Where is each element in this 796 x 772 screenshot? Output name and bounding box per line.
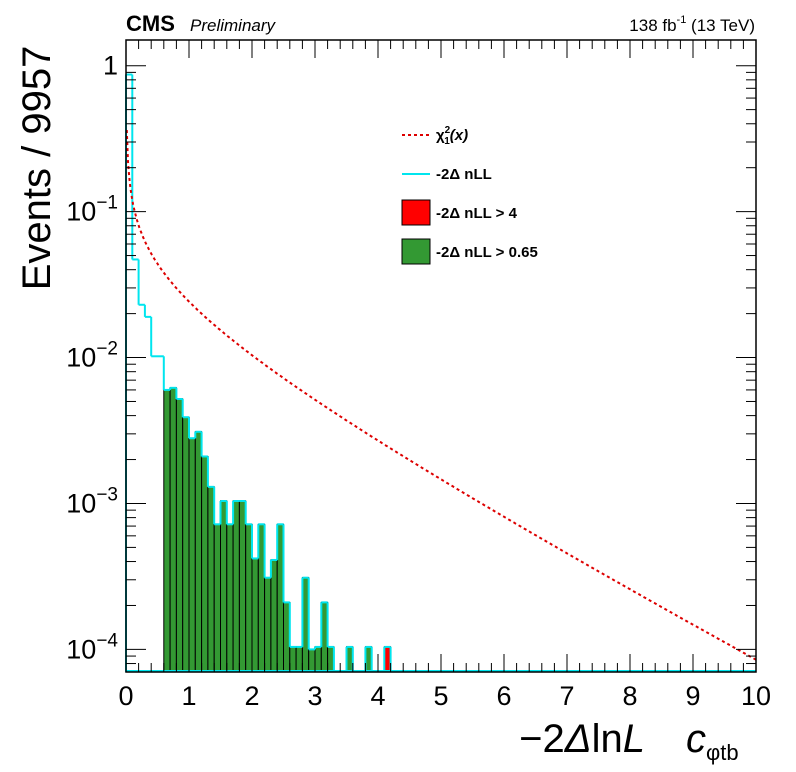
legend-nll-gt-4-label: -2Δ nLL > 4 <box>436 205 518 222</box>
y-tick-base-3: 10 <box>66 488 96 518</box>
lumi-value: 138 fb <box>629 16 676 35</box>
x-axis-title-part-2: Δ <box>564 717 592 761</box>
x-tick-label-0: 0 <box>118 681 133 711</box>
x-tick-label-3: 3 <box>307 681 322 711</box>
hist-bar-gt065-1 <box>188 437 196 673</box>
x-axis-title-part-4: L <box>623 717 645 761</box>
y-tick-base-2: 10 <box>66 343 96 373</box>
legend-nll-gt-065-swatch <box>401 238 431 265</box>
hist-bar-gt065-1_5 <box>220 500 228 673</box>
experiment-label: CMS <box>126 11 175 36</box>
x-tick-label-4: 4 <box>370 681 385 711</box>
y-axis: 110−110−210−310−4 <box>66 51 756 673</box>
legend-chi2-label: χ2 1(x) <box>436 125 468 147</box>
legend-chi2-base: χ <box>436 127 445 144</box>
hist-bar-gt065-2_7 <box>295 646 303 673</box>
hist-bar-gt065-0_8 <box>175 398 184 673</box>
x-tick-label-8: 8 <box>622 681 637 711</box>
y-tick-label-2: 10−2 <box>66 339 118 373</box>
y-tick-exponent-1: −1 <box>96 193 118 214</box>
hist-bar-gt065-2_9 <box>308 648 316 673</box>
hist-bar-gt065-1_1 <box>194 431 203 673</box>
legend-entry-chi2: χ2 1(x) <box>402 125 468 147</box>
hist-bar-gt065-2_2 <box>264 577 272 673</box>
legend-nll-label: -2Δ nLL <box>436 166 492 183</box>
y-tick-label-3: 10−3 <box>66 484 118 518</box>
hist-bar-gt065-0_9 <box>182 416 190 673</box>
hist-bar-gt065-1_4 <box>213 523 221 673</box>
hist-bar-gt065-2_6 <box>289 646 297 673</box>
luminosity-label: 138 fb-1 (13 TeV) <box>629 14 755 35</box>
x-tick-label-9: 9 <box>685 681 700 711</box>
chi2-curve <box>125 130 757 661</box>
lumi-energy: (13 TeV) <box>686 16 755 35</box>
x-tick-label-6: 6 <box>496 681 511 711</box>
hist-bar-gt065-2 <box>251 557 259 673</box>
hist-bar-gt065-0_6 <box>163 389 171 673</box>
y-tick-base-1: 10 <box>66 197 96 227</box>
y-tick-exponent-4: −4 <box>96 630 118 651</box>
y-tick-label-1: 10−1 <box>66 193 118 227</box>
hist-bar-gt065-0_7 <box>169 387 177 673</box>
parameter-label: cφtb <box>686 717 739 765</box>
legend-chi2-sub: 1 <box>444 136 450 147</box>
y-tick-label-4: 10−4 <box>66 630 118 664</box>
legend-entry-nll-gt-065: -2Δ nLL > 0.65 <box>401 238 538 265</box>
y-tick-base-0: 1 <box>103 51 118 81</box>
legend-chi2-tail: (x) <box>450 127 468 144</box>
x-tick-label-5: 5 <box>433 681 448 711</box>
legend-nll-gt-065-label: -2Δ nLL > 0.65 <box>436 244 538 261</box>
legend-chi2-sup: 2 <box>445 125 451 136</box>
x-axis-title-part-1: −2 <box>519 717 565 761</box>
hist-bar-gt065-1_7 <box>232 500 240 673</box>
legend-entry-nll: -2Δ nLL <box>402 166 492 183</box>
status-label: Preliminary <box>190 16 277 35</box>
y-axis-title: Events / 9957 <box>15 46 59 291</box>
y-tick-label-0: 1 <box>103 51 118 81</box>
hist-bar-gt065-1_2 <box>201 455 209 673</box>
x-axis: 0 1 2 3 4 5 6 7 8 9 10 <box>118 40 771 711</box>
legend-nll-gt-4-swatch <box>401 199 431 226</box>
y-tick-exponent-2: −2 <box>96 339 118 360</box>
lumi-exponent: -1 <box>677 14 687 26</box>
x-tick-label-1: 1 <box>181 681 196 711</box>
plot-header: CMS Preliminary 138 fb-1 (13 TeV) <box>126 11 755 36</box>
y-tick-exponent-3: −3 <box>96 484 118 505</box>
legend-entry-nll-gt-4: -2Δ nLL > 4 <box>401 199 518 226</box>
y-tick-base-4: 10 <box>66 634 96 664</box>
legend: χ2 1(x) -2Δ nLL -2Δ nLL > 4 -2Δ nLL > 0.6… <box>401 125 538 265</box>
x-axis-title-part-3: ln <box>592 717 623 761</box>
parameter-subscript: φtb <box>706 740 739 765</box>
x-tick-label-7: 7 <box>559 681 574 711</box>
hist-bar-gt065-1_6 <box>226 523 234 673</box>
hist-bar-gt065-1_8 <box>238 500 247 673</box>
parameter-base: c <box>686 717 706 761</box>
hist-bar-gt065-3 <box>314 646 322 673</box>
x-tick-label-2: 2 <box>244 681 259 711</box>
x-axis-title: −2ΔlnL <box>519 717 645 761</box>
x-tick-label-10: 10 <box>741 681 771 711</box>
